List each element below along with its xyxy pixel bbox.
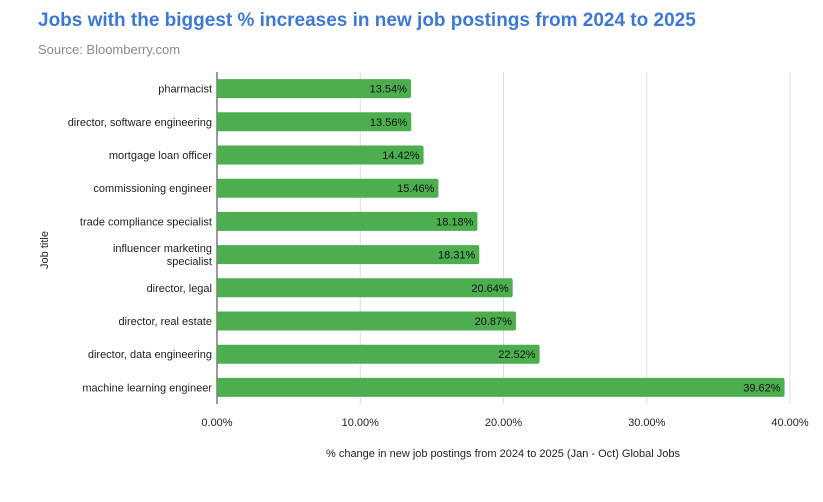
x-tick-label: 20.00% [485,417,523,429]
data-label: 13.54% [370,84,408,96]
category-label: director, software engineering [68,117,212,129]
data-label: 22.52% [498,349,536,361]
bar [217,344,540,364]
bar [217,112,412,132]
bar [217,79,411,99]
category-label: trade compliance specialist [80,216,212,228]
bar [217,211,478,231]
bar [217,377,785,397]
category-label: influencer marketing specialist [113,243,212,268]
category-label: director, real estate [118,316,212,328]
data-label: 18.31% [438,250,476,262]
bar [217,245,480,265]
data-label: 14.42% [382,150,420,162]
chart-subtitle: Source: Bloomberry.com [38,42,181,57]
y-axis-label: Job title [39,231,51,269]
bar [217,145,424,165]
category-label: pharmacist [158,84,212,96]
x-tick-label: 10.00% [342,417,380,429]
x-tick-label: 30.00% [628,417,666,429]
bars [217,79,785,397]
category-label: director, legal [147,283,212,295]
data-label: 20.64% [471,283,509,295]
data-label: 20.87% [475,316,513,328]
data-label: 13.56% [370,117,408,129]
x-tick-label: 40.00% [771,417,809,429]
labels: 0.00% 10.00% 20.00% 30.00% 40.00% 13.54% pharm… [68,84,809,429]
data-label: 15.46% [397,183,435,195]
bar [217,311,516,331]
chart-title: Jobs with the biggest % increases in new… [38,10,696,31]
data-label: 18.18% [436,216,474,228]
x-axis-label: % change in new job postings from 2024 t… [326,448,681,460]
bar [217,178,439,198]
category-label: director, data engineering [88,349,212,361]
bar [217,278,513,298]
x-tick-label: 0.00% [201,417,232,429]
data-label: 39.62% [743,382,781,394]
category-label: commissioning engineer [93,183,212,195]
category-label: machine learning engineer [82,382,212,394]
category-label: mortgage loan officer [109,150,212,162]
